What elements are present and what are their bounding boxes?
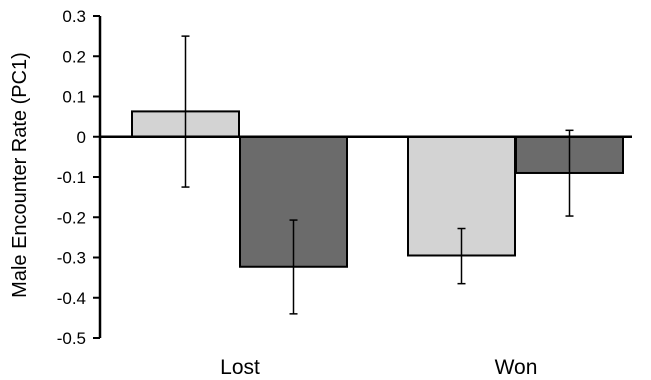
y-tick-label: 0.3 <box>62 7 86 26</box>
y-tick-label: -0.1 <box>57 168 86 187</box>
y-tick-label: -0.4 <box>57 289 86 308</box>
y-tick-label: -0.3 <box>57 249 86 268</box>
bars <box>131 110 624 268</box>
y-tick-label: 0.1 <box>62 88 86 107</box>
y-axis: 0.3 0.2 0.1 0 -0.1 -0.2 -0.3 -0.4 -0.5 <box>57 7 102 348</box>
x-category-label-won: Won <box>495 356 538 379</box>
y-tick-label: 0.2 <box>62 47 86 66</box>
y-tick-label: -0.5 <box>57 329 86 348</box>
y-tick-label: 0 <box>77 128 86 147</box>
y-tick-label: -0.2 <box>57 208 86 227</box>
x-axis-categories: Lost Won <box>220 356 537 379</box>
error-bars <box>181 35 574 315</box>
y-axis-title: Male Encounter Rate (PC1) <box>9 52 31 298</box>
x-category-label-lost: Lost <box>220 356 260 379</box>
